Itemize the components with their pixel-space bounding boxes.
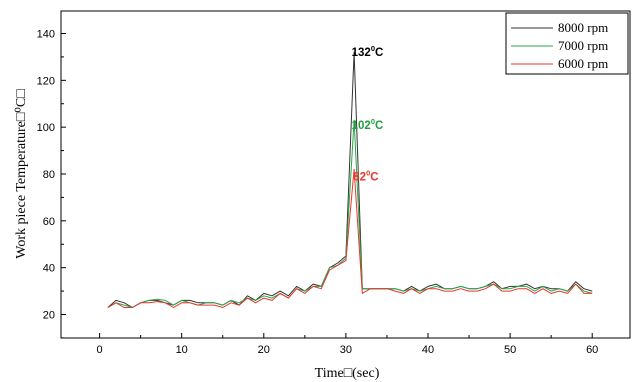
y-tick-label: 40 [43, 263, 55, 275]
series-line-8000-rpm [107, 51, 593, 308]
x-tick-label: 60 [586, 344, 598, 356]
x-axis-title: Time□(sec) [315, 366, 380, 381]
x-tick-label: 20 [258, 344, 270, 356]
x-tick-label: 0 [97, 344, 103, 356]
y-tick-label: 140 [37, 29, 55, 41]
legend-label: 7000 rpm [558, 38, 608, 53]
x-tick-label: 30 [340, 344, 352, 356]
x-tick-label: 50 [504, 344, 516, 356]
y-tick-label: 80 [43, 169, 55, 181]
y-tick-label: 60 [43, 216, 55, 228]
x-tick-label: 40 [422, 344, 434, 356]
legend: 8000 rpm 7000 rpm 6000 rpm [505, 12, 629, 75]
peak-annotation: 1320C [352, 44, 384, 59]
x-tick-label: 10 [176, 344, 188, 356]
peak-annotation: 1020C [352, 117, 384, 132]
legend-label: 8000 rpm [558, 20, 608, 35]
y-tick-label: 100 [37, 122, 55, 134]
series-line-6000-rpm [107, 168, 593, 308]
y-tick-label: 120 [37, 75, 55, 87]
series-lines [107, 51, 593, 308]
axes: 0 10 20 30 40 50 60 20 40 60 80 100 120 140 [37, 10, 631, 356]
y-tick-label: 20 [43, 310, 55, 322]
legend-label: 6000 rpm [558, 56, 608, 71]
peak-annotation: 820C [353, 168, 378, 183]
y-axis-title: Work piece Temperature□⁰C□ [14, 89, 29, 259]
annotations: 1320C 1020C 820C [352, 44, 384, 183]
